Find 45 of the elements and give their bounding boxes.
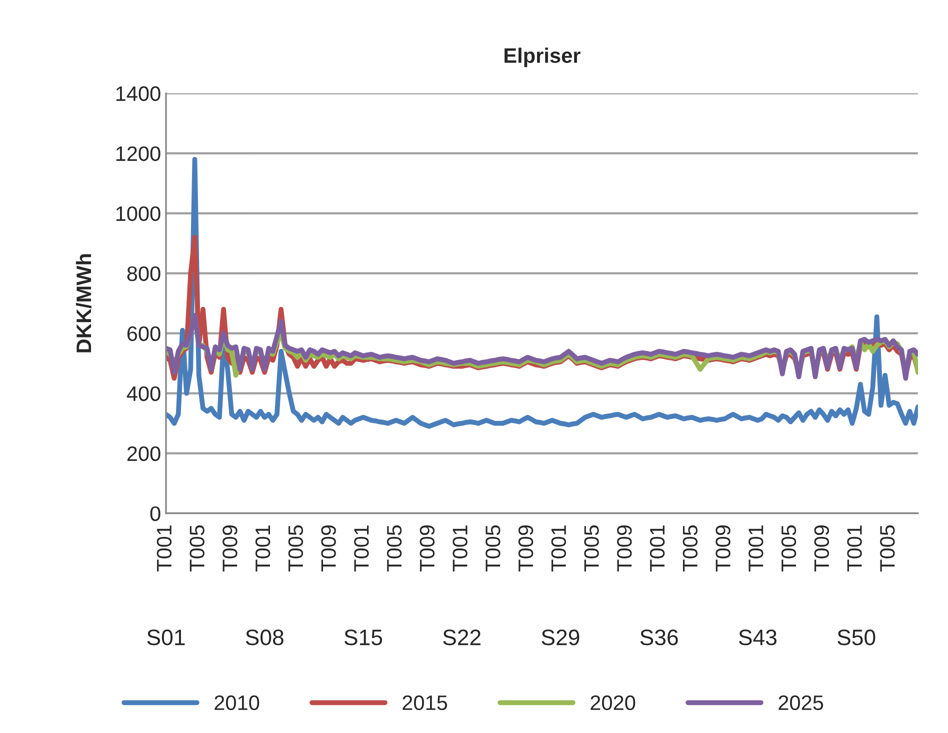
y-tick-label: 400	[126, 386, 160, 402]
x-tick-label: T005	[190, 525, 204, 572]
x-tick-label: T001	[354, 525, 369, 572]
x-tick-label: T005	[386, 525, 402, 572]
text: S22	[443, 630, 480, 646]
y-tick-label: 200	[127, 446, 160, 462]
text: S08	[246, 630, 284, 646]
text: S50	[838, 630, 876, 646]
x-tick-label: T009	[814, 525, 830, 572]
x-tick-label: T009	[321, 525, 336, 572]
y-tick-label: 1400	[116, 86, 160, 102]
x-tick-label: T005	[682, 525, 698, 572]
x-tick-label: T001	[847, 525, 862, 572]
x-tick-label: T009	[518, 525, 534, 572]
y-axis-title: DKK/MWh	[76, 254, 92, 352]
x-tick-label: T005	[584, 525, 599, 572]
x-tick-label: T001	[156, 525, 172, 572]
x-tick-label: T001	[452, 525, 468, 572]
x-tick-label: T009	[222, 525, 238, 572]
text: S15	[344, 630, 382, 646]
legend-label: 2020	[590, 695, 636, 710]
x-tick-label: T001	[551, 525, 566, 572]
y-tick-label: 1000	[116, 206, 160, 222]
legend-label: 2025	[778, 695, 824, 710]
x-tick-label: T005	[486, 525, 500, 572]
x-tick-label: T005	[880, 525, 895, 572]
x-tick-label: T001	[650, 525, 665, 572]
text: S36	[640, 630, 678, 646]
chart-title: Elpriser	[504, 48, 580, 68]
x-tick-label: T005	[288, 525, 304, 572]
x-tick-label: T009	[716, 525, 730, 572]
y-tick-label: 600	[127, 326, 160, 342]
y-tick-label: 0	[150, 506, 160, 522]
legend-label: 2015	[402, 695, 448, 710]
x-tick-label: T001	[255, 525, 270, 572]
text: S01	[147, 630, 185, 646]
x-tick-label: T005	[781, 525, 796, 572]
text: S29	[542, 630, 580, 646]
y-tick-label: 800	[127, 266, 160, 282]
x-tick-label: T001	[748, 525, 764, 572]
y-tick-label: 1200	[116, 146, 160, 162]
legend-label: 2010	[214, 695, 260, 710]
x-tick-label: T009	[617, 525, 632, 572]
x-tick-label: T009	[420, 525, 435, 572]
text: S43	[738, 630, 776, 646]
